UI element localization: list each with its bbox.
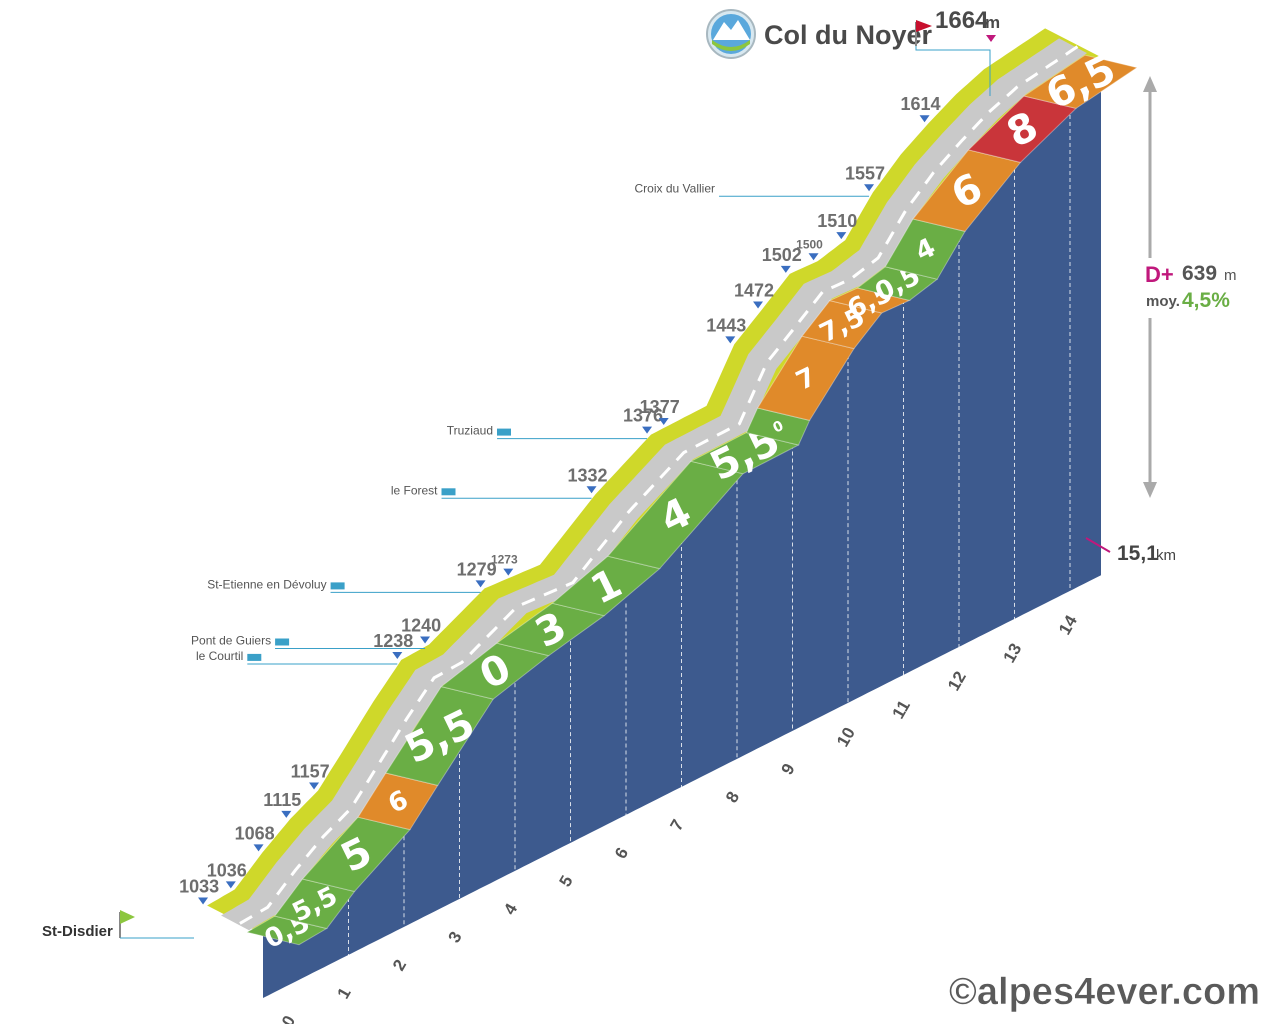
elevation-gain-label: D+ [1145, 262, 1174, 287]
altitude-label: 1510 [817, 211, 857, 231]
altitude-marker-icon [808, 253, 819, 261]
arrow-down-icon [1143, 482, 1157, 498]
elevation-gain-unit: m [1224, 267, 1237, 284]
distance-tick-label: 7 [667, 816, 688, 834]
summit-unit: m [985, 13, 1000, 32]
altitude-marker-icon [503, 568, 514, 576]
total-distance-value: 15,1 [1117, 542, 1158, 565]
altitude-marker-icon [253, 844, 264, 852]
altitude-label: 1332 [567, 465, 607, 485]
distance-tick-label: 13 [1000, 640, 1026, 666]
altitude-marker-icon [475, 580, 486, 588]
distance-tick-label: 4 [500, 900, 521, 918]
houses-icon [497, 428, 511, 436]
average-gradient-label: moy. [1146, 293, 1180, 310]
summit-leader-line [915, 46, 991, 96]
altitude-marker-icon [642, 426, 653, 434]
summit-flag-icon [915, 20, 932, 46]
altitude-label: 1238 [373, 631, 413, 651]
altitude-label: 1279 [457, 559, 497, 579]
altitude-label: 1500 [796, 237, 823, 251]
altitude-label: 1376 [623, 406, 663, 426]
altitude-label: 1033 [179, 877, 219, 897]
altitude-marker-icon [225, 881, 236, 889]
altitude-label: 1240 [401, 616, 441, 636]
elevation-gain-value: 639 [1182, 262, 1217, 285]
altitude-label: 1502 [762, 245, 802, 265]
altitude-markers: 1033103610681115115712381240127912731332… [179, 94, 941, 905]
summit-marker-icon [986, 35, 996, 42]
distance-tick-label: 1 [334, 984, 355, 1002]
altitude-label: 1557 [845, 163, 885, 183]
place-label: le Forest [391, 483, 438, 497]
altitude-marker-icon [420, 636, 431, 644]
altitude-marker-icon [836, 232, 847, 240]
place-label: St-Etienne en Dévoluy [207, 577, 326, 591]
mountain-logo-icon [706, 9, 756, 59]
altitude-label: 1068 [235, 823, 275, 843]
place-label: Truziaud [447, 424, 493, 438]
profile-road [221, 38, 1088, 931]
altitude-marker-icon [753, 301, 764, 309]
distance-tick-label: 9 [778, 760, 799, 778]
chart-title: Col du Noyer [764, 20, 933, 50]
copyright-text: ©alpes4ever.com [949, 971, 1260, 1013]
altitude-label: 1377 [640, 397, 680, 417]
altitude-marker-icon [586, 486, 597, 494]
total-distance-unit: km [1156, 547, 1176, 564]
distance-tick-label: 14 [1055, 612, 1081, 638]
altitude-marker-icon [919, 115, 930, 123]
altitude-label: 1472 [734, 281, 774, 301]
altitude-label: 1115 [263, 790, 301, 810]
elevation-gain-gauge: D+ 639 m moy. 4,5% [1140, 76, 1250, 498]
place-label: Pont de Guiers [191, 634, 271, 648]
summit-altitude: 1664 [935, 7, 989, 34]
distance-tick-label: 8 [722, 788, 743, 806]
average-gradient-value: 4,5% [1182, 289, 1230, 312]
altitude-marker-icon [780, 265, 791, 273]
altitude-marker-icon [309, 782, 320, 790]
start-block: St-Disdier [42, 910, 194, 940]
altitude-marker-icon [198, 897, 209, 905]
altitude-marker-icon [281, 810, 292, 818]
distance-tick-label: 3 [445, 928, 466, 946]
altitude-label: 1036 [207, 860, 247, 880]
arrow-up-icon [1143, 76, 1157, 92]
gradient-segment [1022, 54, 1139, 109]
place-label: le Courtil [196, 649, 243, 663]
place-label: Croix du Vallier [635, 181, 715, 195]
altitude-label: 1614 [900, 94, 940, 114]
distance-tick-label: 12 [944, 668, 970, 694]
altitude-marker-icon [725, 336, 736, 344]
houses-icon [441, 488, 456, 496]
start-flag-icon [119, 910, 135, 938]
distance-tick-label: 11 [889, 697, 914, 722]
bridge-icon [275, 638, 290, 646]
title-block: Col du Noyer 1664 m [706, 7, 1000, 96]
altitude-label: 1157 [291, 762, 330, 782]
distance-tick-label: 6 [611, 844, 632, 862]
total-distance-block: 15,1 km [1085, 537, 1176, 565]
distance-tick-label: 5 [556, 872, 577, 890]
church-icon [330, 582, 345, 590]
distance-tick-label: 10 [833, 724, 859, 750]
altitude-marker-icon [864, 184, 875, 192]
altitude-marker-icon [658, 417, 669, 425]
houses-icon [247, 653, 262, 661]
altitude-marker-icon [392, 651, 403, 659]
distance-tick-label: 0 [278, 1012, 299, 1024]
distance-tick-label: 2 [389, 956, 410, 974]
start-name: St-Disdier [42, 923, 113, 940]
altitude-label: 1443 [706, 315, 746, 335]
altitude-label: 1273 [491, 553, 518, 567]
